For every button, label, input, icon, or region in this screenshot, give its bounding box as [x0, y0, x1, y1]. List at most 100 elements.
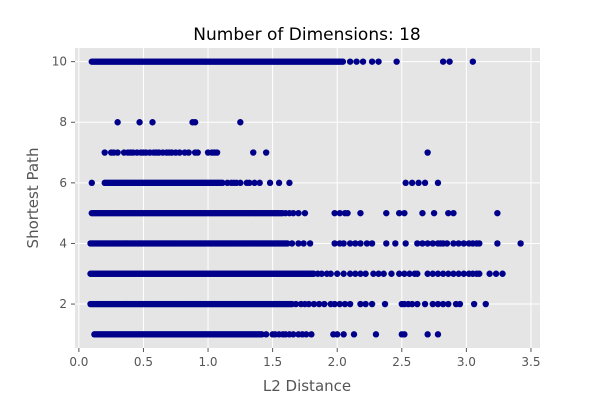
- data-point: [460, 240, 467, 247]
- data-point: [246, 179, 253, 187]
- data-point: [357, 270, 364, 277]
- data-point: [262, 331, 270, 338]
- data-point: [383, 209, 390, 217]
- data-point: [250, 149, 257, 156]
- data-point: [350, 331, 358, 338]
- data-point: [445, 209, 452, 217]
- data-point: [359, 58, 367, 65]
- data-point: [450, 209, 457, 217]
- data-point: [290, 331, 297, 338]
- data-point: [492, 270, 500, 277]
- chart-title: Number of Dimensions: 18: [193, 25, 420, 45]
- data-point: [340, 240, 347, 247]
- data-point: [368, 240, 376, 247]
- data-point: [362, 300, 369, 308]
- data-point: [430, 209, 438, 217]
- y-tick-label: 4: [59, 236, 67, 250]
- data-point: [346, 300, 354, 308]
- data-point: [353, 58, 360, 65]
- data-point: [352, 240, 359, 247]
- data-point: [290, 209, 297, 217]
- data-point: [419, 209, 426, 217]
- data-point: [396, 270, 403, 277]
- data-point: [336, 209, 343, 217]
- data-points: [87, 58, 524, 338]
- data-point: [476, 240, 483, 247]
- data-point: [258, 331, 265, 338]
- data-point: [388, 270, 395, 277]
- data-point: [439, 270, 447, 277]
- data-point: [372, 331, 380, 338]
- data-point: [517, 240, 524, 247]
- data-point: [415, 179, 422, 187]
- data-point: [346, 270, 354, 277]
- x-tick-label: 1.5: [263, 355, 282, 369]
- data-point: [424, 331, 431, 338]
- data-point: [336, 300, 343, 308]
- data-point: [318, 270, 325, 277]
- data-point: [306, 240, 314, 247]
- data-point: [469, 58, 477, 65]
- data-point: [486, 270, 493, 277]
- data-point: [396, 209, 403, 217]
- data-point: [499, 270, 506, 277]
- y-axis-ticks: 2 4 6 8 10: [52, 55, 75, 311]
- x-tick-label: 2.0: [328, 355, 347, 369]
- data-point: [401, 331, 408, 338]
- data-point: [340, 331, 347, 338]
- data-point: [408, 179, 416, 187]
- data-point: [237, 179, 244, 187]
- y-tick-label: 2: [59, 297, 67, 311]
- data-point: [256, 179, 263, 187]
- data-point: [346, 240, 354, 247]
- data-point: [286, 179, 293, 187]
- data-point: [114, 119, 121, 126]
- data-point: [368, 58, 376, 65]
- x-axis-ticks: 0.0 0.5 1.0 1.5 2.0 2.5 3.0 3.5: [69, 348, 541, 369]
- data-point: [213, 149, 221, 156]
- data-point: [401, 209, 408, 217]
- data-point: [288, 240, 296, 247]
- data-point: [301, 209, 309, 217]
- x-tick-label: 0.5: [134, 355, 153, 369]
- data-point: [421, 179, 429, 187]
- data-point: [429, 300, 436, 308]
- data-point: [443, 240, 451, 247]
- data-point: [194, 149, 201, 156]
- data-point: [363, 240, 371, 247]
- x-tick-label: 0.0: [69, 355, 88, 369]
- data-point: [482, 300, 489, 308]
- data-point: [424, 149, 431, 156]
- data-point: [340, 270, 347, 277]
- data-point: [114, 149, 121, 156]
- data-point: [434, 331, 442, 338]
- data-point: [414, 300, 421, 308]
- data-point: [439, 58, 447, 65]
- data-point: [101, 149, 108, 156]
- data-point: [408, 300, 416, 308]
- y-tick-label: 6: [59, 176, 67, 190]
- data-point: [456, 300, 464, 308]
- data-point: [450, 240, 457, 247]
- data-point: [445, 270, 452, 277]
- data-point: [424, 240, 431, 247]
- data-point: [393, 58, 400, 65]
- data-point: [275, 179, 283, 187]
- y-tick-label: 8: [59, 115, 67, 129]
- plot-area: [75, 48, 540, 348]
- data-point: [368, 300, 376, 308]
- y-axis-label: Shortest Path: [24, 148, 42, 249]
- data-point: [191, 119, 199, 126]
- data-point: [251, 179, 258, 187]
- data-point: [414, 270, 421, 277]
- data-point: [327, 270, 334, 277]
- x-tick-label: 3.0: [457, 355, 476, 369]
- data-point: [439, 300, 447, 308]
- data-point: [303, 331, 310, 338]
- data-point: [445, 300, 452, 308]
- data-point: [321, 300, 328, 308]
- data-point: [401, 270, 408, 277]
- data-point: [284, 240, 291, 247]
- data-point: [341, 300, 349, 308]
- data-point: [176, 149, 183, 156]
